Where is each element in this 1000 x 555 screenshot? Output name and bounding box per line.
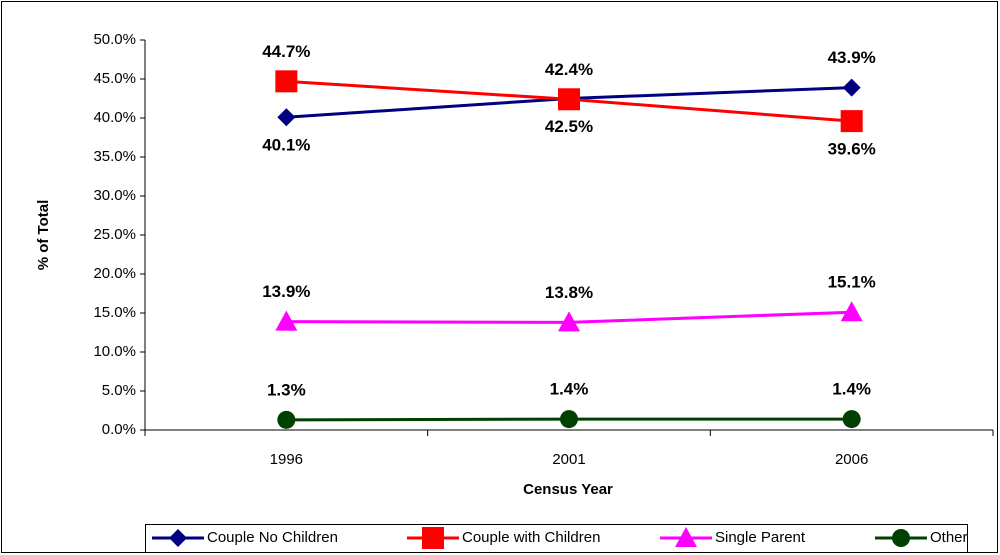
data-label: 43.9% (828, 48, 876, 67)
point-marker (558, 311, 580, 332)
point-marker (842, 78, 861, 97)
y-tick-label: 15.0% (93, 304, 136, 321)
legend-box (145, 524, 968, 553)
data-label: 42.4% (545, 60, 593, 79)
data-label: 1.3% (267, 380, 306, 399)
x-axis-title: Census Year (523, 481, 613, 498)
point-marker (840, 301, 863, 322)
point-marker (840, 110, 863, 133)
x-tick-label: 2006 (835, 451, 868, 468)
data-label: 44.7% (262, 42, 310, 61)
legend-marker (169, 529, 187, 547)
y-tick-label: 30.0% (93, 187, 136, 204)
legend-label: Single Parent (715, 529, 806, 546)
legend-marker (422, 527, 444, 549)
point-marker (558, 88, 580, 111)
legend-label: Couple with Children (462, 529, 600, 546)
legend-label: Couple No Children (207, 529, 338, 546)
data-label: 42.5% (545, 117, 593, 136)
legend-marker (892, 529, 910, 547)
data-label: 13.9% (262, 282, 310, 301)
point-marker (842, 410, 861, 429)
legend-marker (675, 527, 697, 547)
data-label: 39.6% (828, 140, 876, 159)
point-marker (277, 108, 296, 127)
data-label: 1.4% (832, 380, 871, 399)
y-tick-label: 25.0% (93, 226, 136, 243)
x-tick-label: 1996 (270, 451, 303, 468)
point-marker (275, 310, 298, 331)
y-tick-label: 45.0% (93, 70, 136, 87)
y-tick-label: 0.0% (102, 421, 136, 438)
point-marker (277, 410, 296, 429)
data-label: 13.8% (545, 283, 593, 302)
point-marker (275, 70, 298, 93)
y-tick-label: 35.0% (93, 148, 136, 165)
data-label: 1.4% (550, 380, 589, 399)
point-marker (560, 410, 578, 429)
data-label: 15.1% (828, 273, 876, 292)
legend-label: Other (930, 529, 968, 546)
x-tick-label: 2001 (552, 451, 585, 468)
y-tick-label: 50.0% (93, 31, 136, 48)
data-label: 40.1% (262, 136, 310, 155)
y-tick-label: 10.0% (93, 343, 136, 360)
y-tick-label: 40.0% (93, 109, 136, 126)
y-tick-label: 5.0% (102, 382, 136, 399)
y-axis-title: % of Total (35, 200, 52, 271)
y-tick-label: 20.0% (93, 265, 136, 282)
